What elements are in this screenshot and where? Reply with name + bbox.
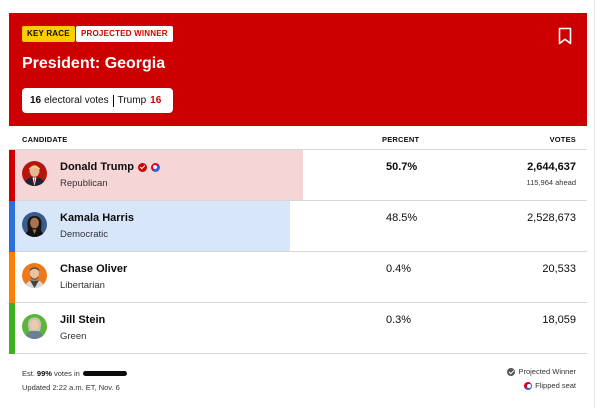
est-prefix: Est. <box>22 369 35 378</box>
candidate-avatar <box>22 314 47 339</box>
party-color-stripe <box>9 252 15 303</box>
candidate-percent: 0.4% <box>386 263 412 275</box>
candidate-name[interactable]: Donald Trump <box>60 161 160 173</box>
party-color-stripe <box>9 201 15 252</box>
updated-timestamp: Updated 2:22 a.m. ET, Nov. 6 <box>22 383 120 392</box>
candidate-row[interactable]: Kamala Harris Democratic 48.5% 2,528,673 <box>9 201 587 252</box>
page-edge-divider <box>594 0 595 408</box>
check-circle-icon <box>507 367 516 376</box>
race-card: KEY RACE PROJECTED WINNER President: Geo… <box>9 13 587 405</box>
candidate-votes: 20,533 <box>542 263 576 275</box>
party-color-stripe <box>9 303 15 354</box>
projected-winner-check-icon <box>137 162 147 172</box>
candidate-name[interactable]: Chase Oliver <box>60 263 128 275</box>
bookmark-icon[interactable] <box>558 27 572 45</box>
legend-flipped-label: Flipped seat <box>535 381 576 390</box>
candidate-avatar <box>22 263 47 288</box>
electoral-votes-box: 16 electoral votes Trump 16 <box>22 88 173 113</box>
candidate-party: Green <box>60 331 87 342</box>
estimated-votes-in: Est. 99% votes in <box>22 369 127 378</box>
candidate-name[interactable]: Jill Stein <box>60 314 106 326</box>
results-column-headers: CANDIDATE PERCENT VOTES <box>9 126 587 150</box>
vote-margin: 115,964 ahead <box>526 178 577 187</box>
percent-column-header: PERCENT <box>382 135 420 144</box>
vote-share-bar <box>9 201 291 251</box>
vote-share-bar <box>9 150 304 200</box>
key-race-badge: KEY RACE <box>22 26 75 42</box>
candidate-name-text: Donald Trump <box>60 161 134 173</box>
flipped-seat-icon <box>524 381 533 390</box>
candidate-row[interactable]: Jill Stein Green 0.3% 18,059 <box>9 303 587 354</box>
party-color-stripe <box>9 150 15 201</box>
est-suffix: votes in <box>53 369 80 378</box>
candidate-row[interactable]: Donald Trump Republican 50.7% 2,644,637 … <box>9 150 587 201</box>
ev-leader-count: 16 <box>150 95 162 106</box>
candidate-name[interactable]: Kamala Harris <box>60 212 134 224</box>
ev-divider <box>112 94 114 107</box>
legend-winner-label: Projected Winner <box>518 367 576 376</box>
candidate-row[interactable]: Chase Oliver Libertarian 0.4% 20,533 <box>9 252 587 303</box>
flipped-seat-icon <box>150 162 160 172</box>
electoral-votes-count: 16 <box>30 95 42 106</box>
redacted-bar <box>82 371 127 376</box>
est-percent: 99% <box>36 369 52 378</box>
projected-winner-badge: PROJECTED WINNER <box>76 26 173 42</box>
candidate-avatar <box>22 161 47 186</box>
race-header: KEY RACE PROJECTED WINNER President: Geo… <box>9 13 587 126</box>
candidate-avatar <box>22 212 47 237</box>
candidate-column-header: CANDIDATE <box>22 135 68 144</box>
candidate-votes: 2,644,637 <box>527 161 576 173</box>
candidate-party: Libertarian <box>60 280 105 291</box>
candidate-percent: 50.7% <box>386 161 418 173</box>
votes-column-header: VOTES <box>549 135 576 144</box>
candidate-percent: 0.3% <box>386 314 412 326</box>
race-title: President: Georgia <box>22 55 166 72</box>
candidate-percent: 48.5% <box>386 212 418 224</box>
candidate-party: Democratic <box>60 229 109 240</box>
legend-flipped-seat: Flipped seat <box>524 381 576 390</box>
results-footer: Est. 99% votes in Updated 2:22 a.m. ET, … <box>9 356 587 405</box>
candidate-party: Republican <box>60 178 108 189</box>
candidate-votes: 2,528,673 <box>527 212 576 224</box>
electoral-votes-label: electoral votes <box>44 95 109 106</box>
legend-projected-winner: Projected Winner <box>507 367 576 376</box>
ev-leader-name: Trump <box>117 95 147 106</box>
candidate-votes: 18,059 <box>542 314 576 326</box>
